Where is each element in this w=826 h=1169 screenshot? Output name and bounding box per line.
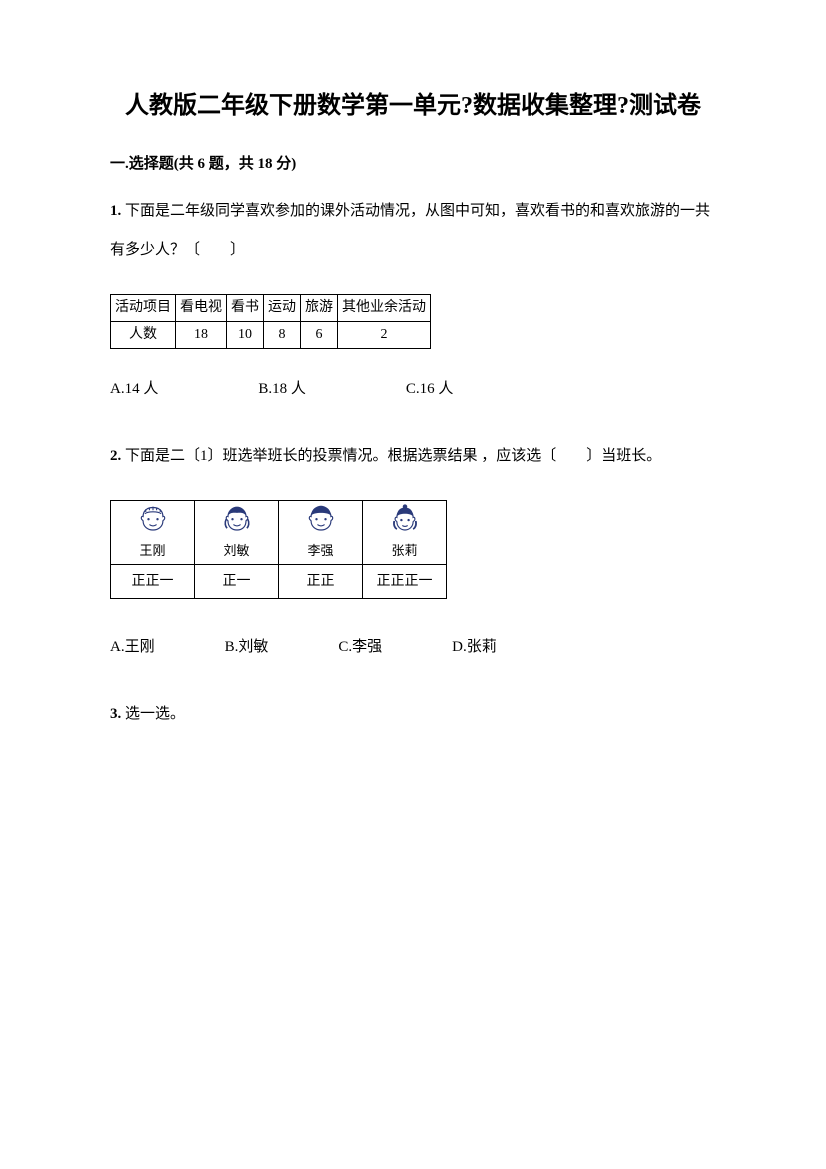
q2-number: 2. <box>110 448 121 464</box>
table-header-row: 活动项目 看电视 看书 运动 旅游 其他业余活动 <box>111 294 431 321</box>
q1-data-table: 活动项目 看电视 看书 运动 旅游 其他业余活动 人数 18 10 8 6 2 <box>110 294 431 350</box>
table-cell: 看书 <box>227 294 264 321</box>
q1-number: 1. <box>110 203 121 219</box>
q3-number: 3. <box>110 706 121 722</box>
question-2: 2. 下面是二〔1〕班选举班长的投票情况。根据选票结果 ，应该选〔 〕当班长。 <box>110 437 716 476</box>
table-cell: 其他业余活动 <box>338 294 431 321</box>
q2-vote-table: 王刚 刘敏 李强 <box>110 500 447 599</box>
table-data-row: 人数 18 10 8 6 2 <box>111 321 431 348</box>
option-a: A.14 人 <box>110 377 158 401</box>
girl-face-icon <box>219 503 255 539</box>
candidate-name: 王刚 <box>113 541 192 562</box>
candidate-name: 刘敏 <box>197 541 276 562</box>
table-cell: 人数 <box>111 321 176 348</box>
candidate-cell: 刘敏 <box>195 501 279 565</box>
table-cell: 18 <box>176 321 227 348</box>
q3-text: 选一选。 <box>125 706 185 722</box>
page-title: 人教版二年级下册数学第一单元?数据收集整理?测试卷 <box>110 90 716 124</box>
tally-cell: 正正 <box>279 565 363 599</box>
table-cell: 10 <box>227 321 264 348</box>
section-header: 一.选择题(共 6 题，共 18 分) <box>110 152 716 176</box>
table-tally-row: 正正一 正一 正正 正正正一 <box>111 565 447 599</box>
table-cell: 看电视 <box>176 294 227 321</box>
table-cell: 旅游 <box>301 294 338 321</box>
candidate-cell: 张莉 <box>363 501 447 565</box>
table-cell: 2 <box>338 321 431 348</box>
table-cell: 活动项目 <box>111 294 176 321</box>
girl-face-icon <box>387 503 423 539</box>
option-c: C.李强 <box>338 635 382 659</box>
candidate-cell: 李强 <box>279 501 363 565</box>
option-b: B.刘敏 <box>225 635 269 659</box>
tally-cell: 正正一 <box>111 565 195 599</box>
candidate-name: 李强 <box>281 541 360 562</box>
question-3: 3. 选一选。 <box>110 695 716 734</box>
tally-cell: 正一 <box>195 565 279 599</box>
q1-text: 下面是二年级同学喜欢参加的课外活动情况，从图中可知，喜欢看书的和喜欢旅游的一共有… <box>110 203 710 258</box>
boy-face-icon <box>135 503 171 539</box>
table-cell: 8 <box>264 321 301 348</box>
option-d: D.张莉 <box>452 635 497 659</box>
q2-text: 下面是二〔1〕班选举班长的投票情况。根据选票结果 ，应该选〔 〕当班长。 <box>125 448 661 464</box>
candidate-name: 张莉 <box>365 541 444 562</box>
tally-cell: 正正正一 <box>363 565 447 599</box>
table-cell: 运动 <box>264 294 301 321</box>
q2-options: A.王刚 B.刘敏 C.李强 D.张莉 <box>110 635 716 659</box>
option-c: C.16 人 <box>406 377 454 401</box>
boy-face-icon <box>303 503 339 539</box>
option-a: A.王刚 <box>110 635 155 659</box>
option-b: B.18 人 <box>258 377 306 401</box>
question-1: 1. 下面是二年级同学喜欢参加的课外活动情况，从图中可知，喜欢看书的和喜欢旅游的… <box>110 192 716 270</box>
table-face-row: 王刚 刘敏 李强 <box>111 501 447 565</box>
q1-options: A.14 人 B.18 人 C.16 人 <box>110 377 716 401</box>
table-cell: 6 <box>301 321 338 348</box>
candidate-cell: 王刚 <box>111 501 195 565</box>
